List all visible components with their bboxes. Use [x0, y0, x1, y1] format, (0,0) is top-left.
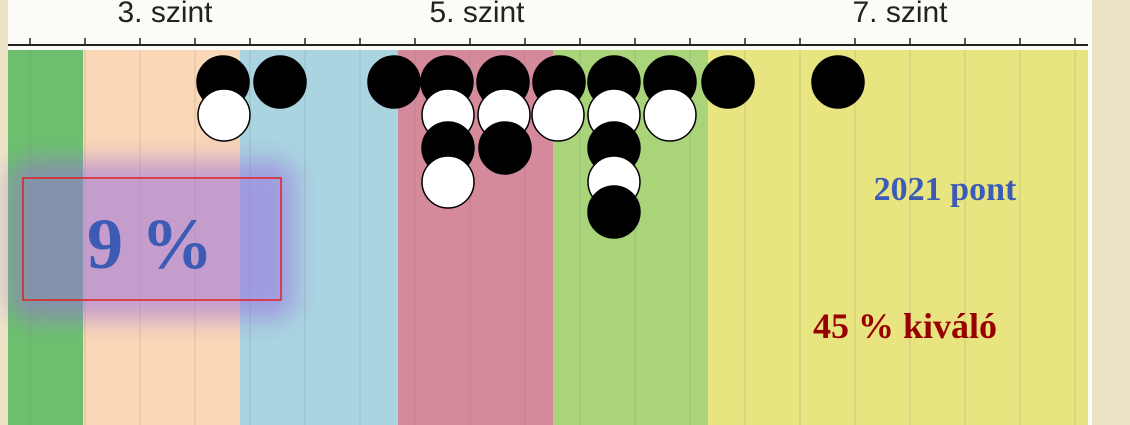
axis-label: 7. szint	[852, 0, 948, 29]
dot	[643, 88, 697, 142]
points-note: 2021 pont	[874, 171, 1017, 208]
dot	[701, 55, 755, 109]
dot	[531, 88, 585, 142]
bands	[8, 50, 1088, 425]
dot	[367, 55, 421, 109]
dots	[196, 55, 865, 239]
excellent-note: 45 % kiváló	[813, 306, 997, 346]
dot	[587, 185, 641, 239]
dot	[253, 55, 307, 109]
dot	[811, 55, 865, 109]
band	[708, 50, 1088, 425]
axis-label: 3. szint	[117, 0, 213, 29]
band	[398, 50, 553, 425]
dot	[478, 121, 532, 175]
dot	[197, 88, 251, 142]
highlight-box	[22, 177, 282, 301]
dot	[421, 155, 475, 209]
highlight-text: 9 %	[87, 204, 213, 284]
axis-label: 5. szint	[429, 0, 525, 29]
highlight-glow	[10, 160, 295, 320]
